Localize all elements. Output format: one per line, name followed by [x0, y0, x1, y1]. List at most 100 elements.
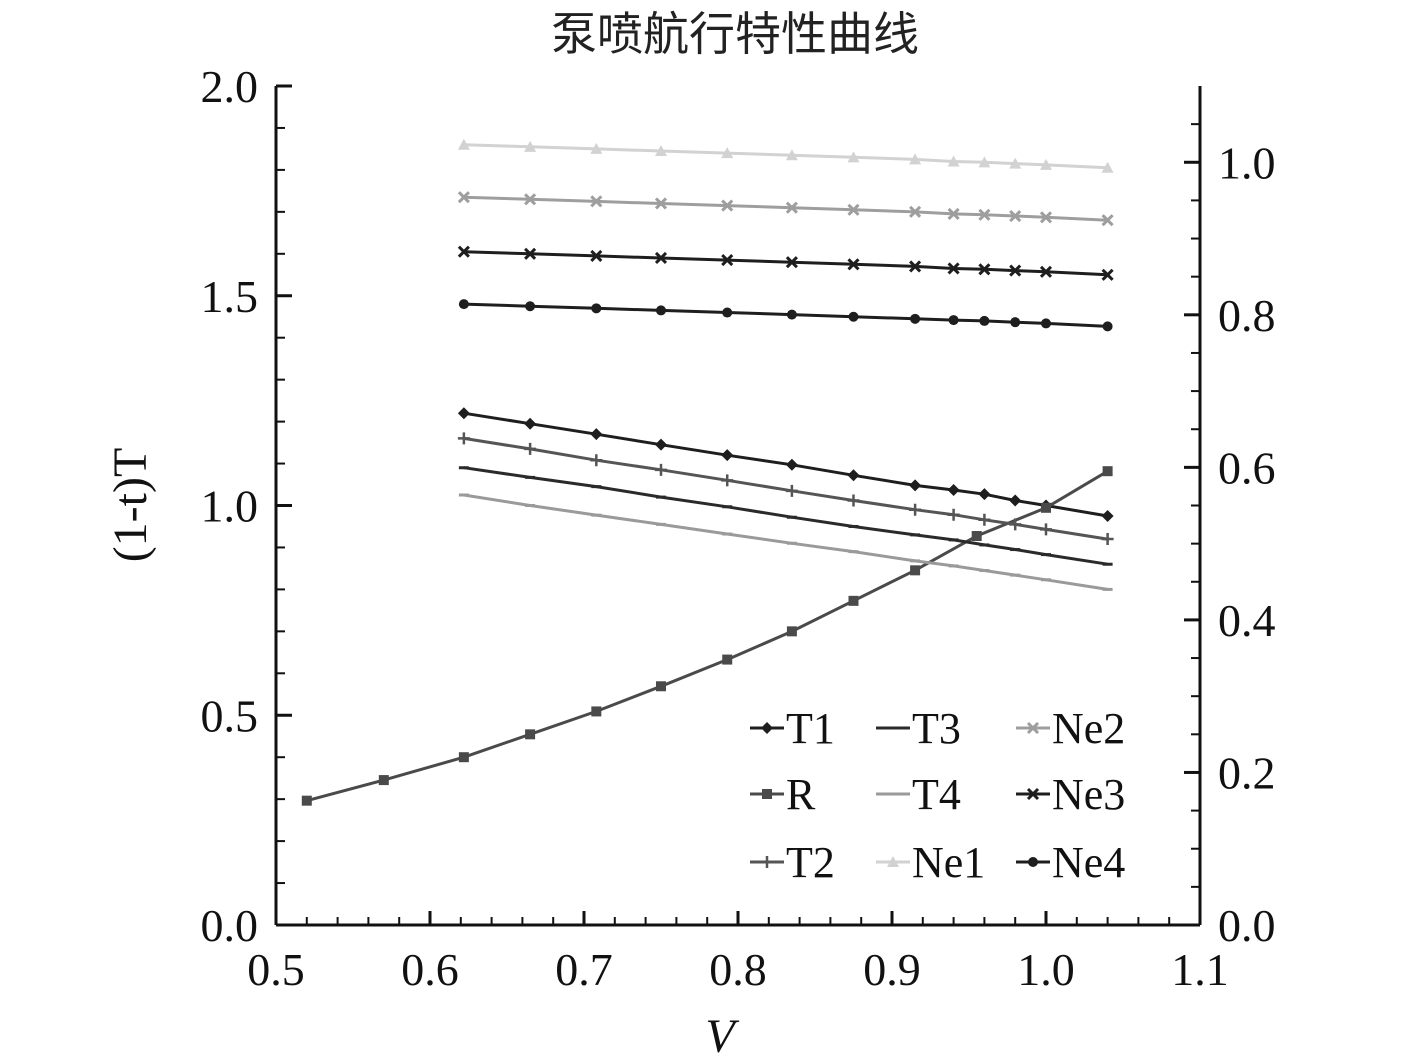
legend-item-t1: T1 — [750, 704, 835, 753]
data-point — [1010, 317, 1021, 328]
data-point — [591, 706, 602, 717]
data-point — [978, 263, 991, 276]
legend-marker — [761, 722, 773, 734]
legend-label: Ne3 — [1052, 770, 1125, 819]
data-point — [1040, 158, 1052, 170]
data-point — [656, 305, 666, 316]
data-point — [971, 531, 982, 542]
x-tick-label: 0.7 — [555, 944, 613, 995]
data-point — [847, 258, 860, 271]
data-point — [458, 299, 469, 310]
y-tick-label: 1.0 — [201, 481, 259, 532]
data-point — [655, 438, 667, 451]
data-point — [655, 145, 667, 157]
x-tick-label: 0.8 — [709, 944, 767, 995]
data-point — [721, 147, 734, 159]
data-point — [978, 488, 991, 501]
series-ne2 — [457, 191, 1114, 227]
data-point — [847, 494, 860, 507]
series-line-ne2 — [463, 195, 1108, 222]
data-point — [721, 199, 734, 212]
data-point — [1041, 502, 1051, 513]
series-t1 — [457, 407, 1114, 522]
series-r — [301, 466, 1113, 806]
data-point — [786, 626, 797, 637]
y2-tick-label: 0.8 — [1218, 290, 1276, 341]
chart-title: 泵喷航行特性曲线 — [551, 7, 919, 61]
y2-tick-label: 1.0 — [1218, 137, 1276, 188]
data-point — [910, 565, 921, 576]
data-point — [785, 201, 798, 214]
x-tick-label: 1.0 — [1017, 944, 1075, 995]
series-ne1 — [457, 138, 1114, 173]
data-point — [1101, 161, 1114, 173]
data-point — [848, 311, 859, 322]
x-axis-label: V — [705, 1010, 739, 1060]
data-point — [1102, 466, 1113, 477]
legend-marker — [1028, 857, 1038, 867]
legend-item-r: R — [750, 770, 816, 819]
data-point — [1039, 265, 1053, 278]
data-point — [909, 205, 922, 218]
y-tick-label: 0.5 — [201, 690, 259, 741]
data-point — [656, 681, 666, 692]
data-point — [457, 407, 470, 420]
data-point — [457, 432, 470, 445]
legend-item-t4: T4 — [876, 770, 961, 819]
data-point — [458, 752, 469, 763]
legend-item-ne4: Ne4 — [1016, 838, 1125, 887]
series-t3 — [458, 466, 1113, 566]
legend: T1 T3 Ne2 R T4 Ne3 T2 Ne1 Ne4 — [750, 704, 1125, 887]
data-point — [947, 483, 960, 496]
legend-marker — [1026, 787, 1040, 801]
y-tick-label: 2.0 — [201, 61, 259, 112]
data-point — [785, 256, 798, 269]
data-point — [1040, 523, 1052, 536]
x-tick-label: 0.9 — [863, 944, 921, 995]
data-point — [848, 595, 859, 606]
legend-label: T3 — [912, 704, 961, 753]
data-point — [909, 503, 922, 516]
data-point — [590, 195, 603, 208]
data-point — [909, 260, 922, 273]
legend-label: Ne2 — [1052, 704, 1125, 753]
data-point — [524, 140, 537, 152]
data-point — [524, 417, 537, 430]
y-axis-label: (1-t)T — [104, 448, 157, 563]
legend-item-t2: T2 — [750, 838, 835, 887]
data-point — [979, 315, 990, 326]
legend-label: T1 — [786, 704, 835, 753]
data-point — [785, 149, 798, 161]
data-point — [654, 197, 668, 210]
data-point — [1009, 494, 1022, 507]
y-tick-label: 1.5 — [201, 271, 259, 322]
data-point — [525, 729, 536, 740]
data-point — [785, 458, 798, 471]
data-point — [524, 442, 537, 455]
legend-marker — [761, 856, 773, 868]
data-point — [1102, 321, 1113, 332]
data-point — [1009, 157, 1022, 169]
x-tick-label: 0.5 — [247, 944, 305, 995]
data-point — [847, 203, 860, 216]
legend-item-ne2: Ne2 — [1016, 704, 1125, 753]
data-point — [524, 247, 537, 260]
legend-item-ne3: Ne3 — [1016, 770, 1125, 819]
data-point — [524, 193, 537, 206]
data-point — [978, 513, 991, 526]
y2-tick-label: 0.2 — [1218, 747, 1276, 798]
series-ne3 — [457, 245, 1114, 281]
data-point — [301, 795, 312, 806]
data-point — [457, 138, 470, 150]
legend-marker — [762, 789, 772, 799]
series-line-ne1 — [463, 143, 1108, 170]
data-point — [654, 251, 668, 265]
legend-label: Ne4 — [1052, 838, 1125, 887]
legend-marker — [887, 856, 899, 867]
data-point — [947, 155, 960, 167]
data-point — [457, 245, 470, 258]
axes: 0.5 0.6 0.7 0.8 0.9 1.0 1.10.00.51.01.52.00.00… — [201, 61, 1276, 995]
data-point — [721, 449, 734, 462]
data-point — [590, 142, 603, 154]
data-point — [1101, 268, 1114, 281]
